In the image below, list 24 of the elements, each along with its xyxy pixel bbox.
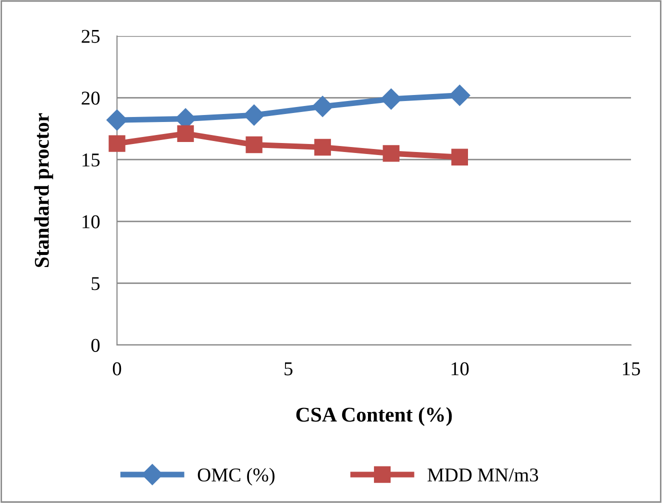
y-tick-label: 15 (82, 154, 100, 167)
legend-label: MDD MN/m3 (428, 468, 538, 482)
point (246, 136, 262, 154)
point (382, 145, 400, 162)
legend-label: OMC (%) (198, 468, 275, 486)
x-tick-label: 10 (452, 362, 469, 376)
y-tick-label: 0 (91, 338, 100, 352)
y-axis-title: Standard proctor (34, 113, 54, 268)
point (177, 125, 194, 142)
y-tick-label: 5 (92, 277, 100, 290)
point (314, 138, 331, 156)
point (380, 88, 402, 110)
point (244, 104, 265, 126)
point (108, 135, 126, 152)
point (449, 84, 470, 106)
y-tick-label: 20 (82, 92, 100, 105)
point (451, 148, 468, 166)
x-tick-label: 15 (622, 362, 640, 376)
x-tick-label: 5 (284, 362, 292, 376)
y-tick-label: 10 (82, 215, 100, 228)
y-tick-label: 25 (82, 30, 100, 43)
x-tick-label: 0 (112, 362, 122, 376)
point (312, 96, 334, 117)
x-axis-title: CSA Content (%) (296, 407, 452, 426)
